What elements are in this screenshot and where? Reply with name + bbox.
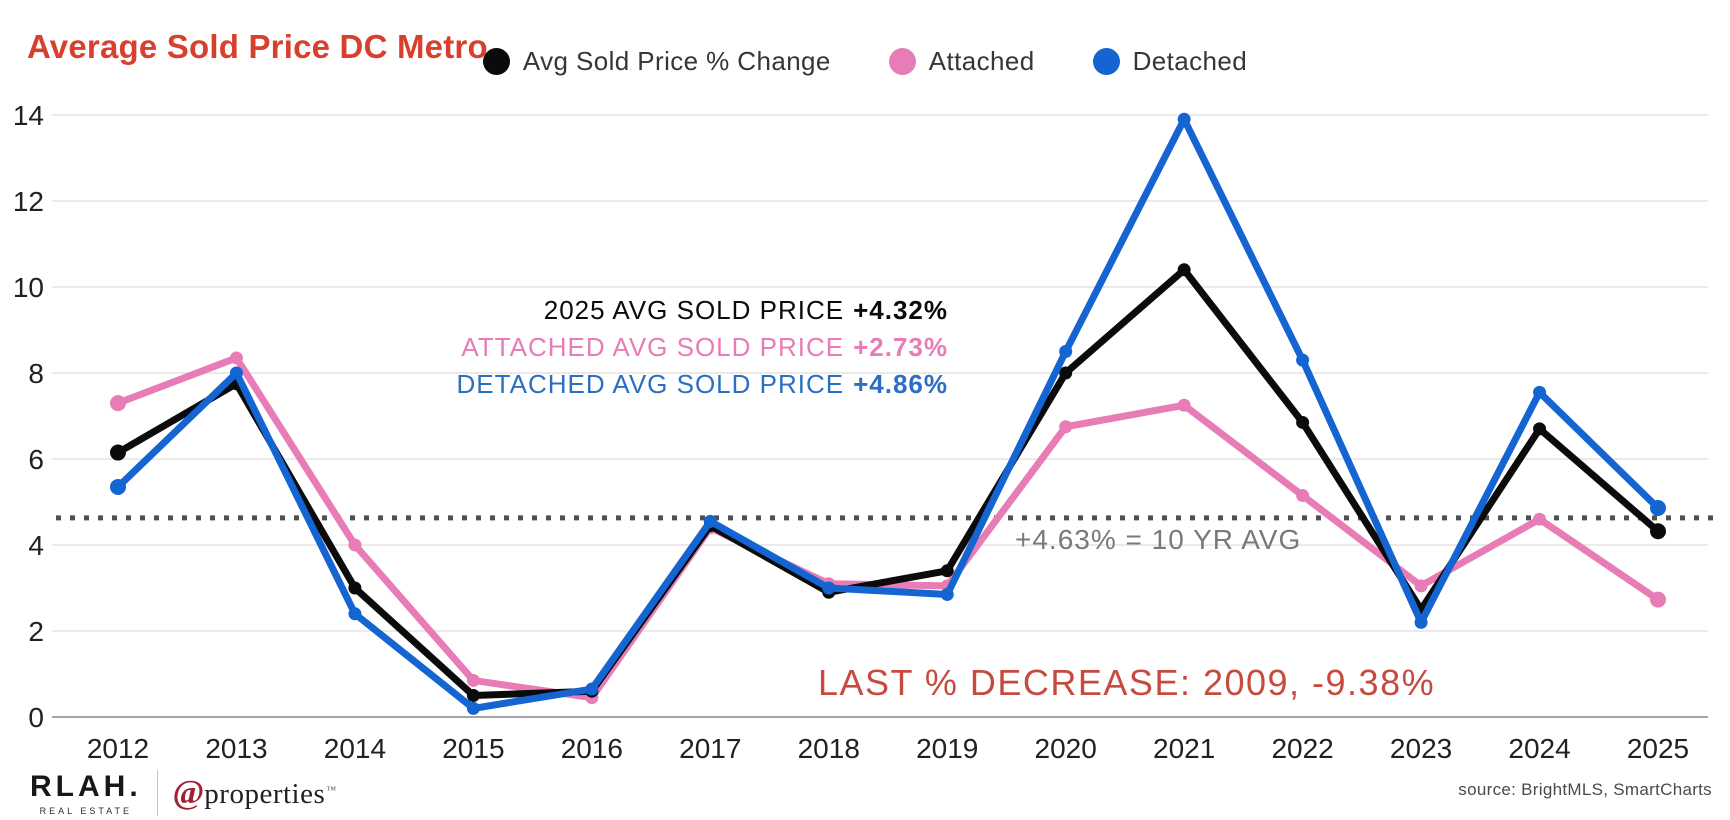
y-tick-label: 10 xyxy=(13,272,44,303)
data-point xyxy=(1650,500,1666,517)
callout-block: 2025 AVG SOLD PRICE +4.32% ATTACHED AVG S… xyxy=(457,292,948,403)
brand-logos: RLAH. REAL ESTATE @ properties ™ xyxy=(30,770,336,816)
data-point xyxy=(1533,385,1547,399)
rlah-subtitle: REAL ESTATE xyxy=(39,806,132,816)
properties-wordmark: properties xyxy=(204,778,326,810)
data-point xyxy=(1296,489,1310,503)
pink-series-dot-icon xyxy=(888,48,916,75)
callout-detached-avg-sold-price: DETACHED AVG SOLD PRICE +4.86% xyxy=(457,366,948,403)
y-tick-label: 8 xyxy=(28,358,44,389)
data-point xyxy=(1177,398,1191,412)
ten-year-avg-label: +4.63% = 10 YR AVG xyxy=(1015,524,1302,555)
x-tick-label: 2017 xyxy=(679,733,741,764)
data-point xyxy=(1059,420,1073,434)
y-tick-label: 2 xyxy=(28,616,44,647)
x-tick-label: 2015 xyxy=(442,733,504,764)
data-point xyxy=(1533,422,1547,436)
x-tick-label: 2020 xyxy=(1035,733,1097,764)
x-tick-label: 2025 xyxy=(1627,733,1689,764)
callout-value: +4.32% xyxy=(853,295,948,325)
data-point xyxy=(1414,579,1428,593)
x-tick-label: 2022 xyxy=(1271,733,1333,764)
x-tick-label: 2012 xyxy=(87,733,149,764)
data-point xyxy=(110,395,126,412)
data-point xyxy=(703,514,717,528)
logo-divider xyxy=(156,770,158,816)
trademark-mark: ™ xyxy=(326,785,337,796)
callout-label: 2025 AVG SOLD PRICE xyxy=(543,295,845,325)
data-point xyxy=(110,478,126,495)
y-tick-label: 12 xyxy=(13,186,44,217)
legend-label: Avg Sold Price % Change xyxy=(522,46,831,76)
callout-attached-avg-sold-price: ATTACHED AVG SOLD PRICE +2.73% xyxy=(457,329,948,366)
data-point xyxy=(1650,591,1666,608)
y-tick-label: 6 xyxy=(28,444,44,475)
legend-label: Detached xyxy=(1132,46,1248,76)
callout-avg-sold-price-2025: 2025 AVG SOLD PRICE +4.32% xyxy=(457,292,948,329)
legend-item-detached: Detached xyxy=(1092,46,1248,77)
source-attribution: source: BrightMLS, SmartCharts xyxy=(1458,780,1712,799)
data-point xyxy=(940,587,954,601)
series-line-attached xyxy=(114,354,1662,702)
x-tick-label: 2024 xyxy=(1508,733,1570,764)
callout-label: DETACHED AVG SOLD PRICE xyxy=(456,369,845,399)
y-tick-label: 4 xyxy=(28,530,44,561)
series-line-detached xyxy=(114,115,1662,712)
legend-item-attached: Attached xyxy=(888,46,1035,77)
data-point xyxy=(110,444,126,461)
data-point xyxy=(1059,345,1073,358)
data-point xyxy=(1059,366,1073,380)
data-point xyxy=(348,538,362,552)
data-point xyxy=(348,581,362,595)
x-tick-label: 2016 xyxy=(561,733,623,764)
atproperties-logo: @ properties ™ xyxy=(173,774,336,812)
chart-legend: Avg Sold Price % Change Attached Detache… xyxy=(0,46,1730,77)
x-tick-label: 2013 xyxy=(205,733,267,764)
data-point xyxy=(229,351,243,365)
legend-item-avg-sold-price: Avg Sold Price % Change xyxy=(482,46,831,77)
x-tick-label: 2014 xyxy=(324,733,386,764)
x-tick-label: 2018 xyxy=(798,733,860,764)
data-point xyxy=(585,682,599,696)
data-point xyxy=(348,607,362,621)
x-tick-label: 2021 xyxy=(1153,733,1215,764)
callout-value: +2.73% xyxy=(853,332,948,362)
data-point xyxy=(1414,615,1428,629)
at-symbol-icon: @ xyxy=(172,774,205,811)
data-point xyxy=(1296,353,1310,367)
black-series-dot-icon xyxy=(482,48,510,75)
y-tick-label: 14 xyxy=(13,100,44,131)
legend-label: Attached xyxy=(928,46,1035,76)
data-point xyxy=(1177,263,1191,277)
page-title: Average Sold Price DC Metro xyxy=(27,28,488,66)
data-point xyxy=(1533,512,1547,526)
x-tick-label: 2019 xyxy=(916,733,978,764)
data-point xyxy=(822,581,836,595)
data-point xyxy=(466,673,480,687)
data-point xyxy=(466,701,480,715)
rlah-wordmark: RLAH. xyxy=(30,770,142,803)
data-point xyxy=(1177,112,1191,126)
data-point xyxy=(940,564,954,578)
y-tick-label: 0 xyxy=(28,702,44,733)
decrease-note: LAST % DECREASE: 2009, -9.38% xyxy=(818,662,1436,703)
x-tick-label: 2023 xyxy=(1390,733,1452,764)
data-point xyxy=(466,689,480,702)
data-point xyxy=(1650,523,1666,540)
callout-value: +4.86% xyxy=(853,369,948,399)
callout-label: ATTACHED AVG SOLD PRICE xyxy=(461,332,845,362)
data-point xyxy=(229,366,243,380)
blue-series-dot-icon xyxy=(1092,48,1120,75)
rlah-logo: RLAH. REAL ESTATE xyxy=(30,770,142,816)
data-point xyxy=(1296,415,1310,429)
